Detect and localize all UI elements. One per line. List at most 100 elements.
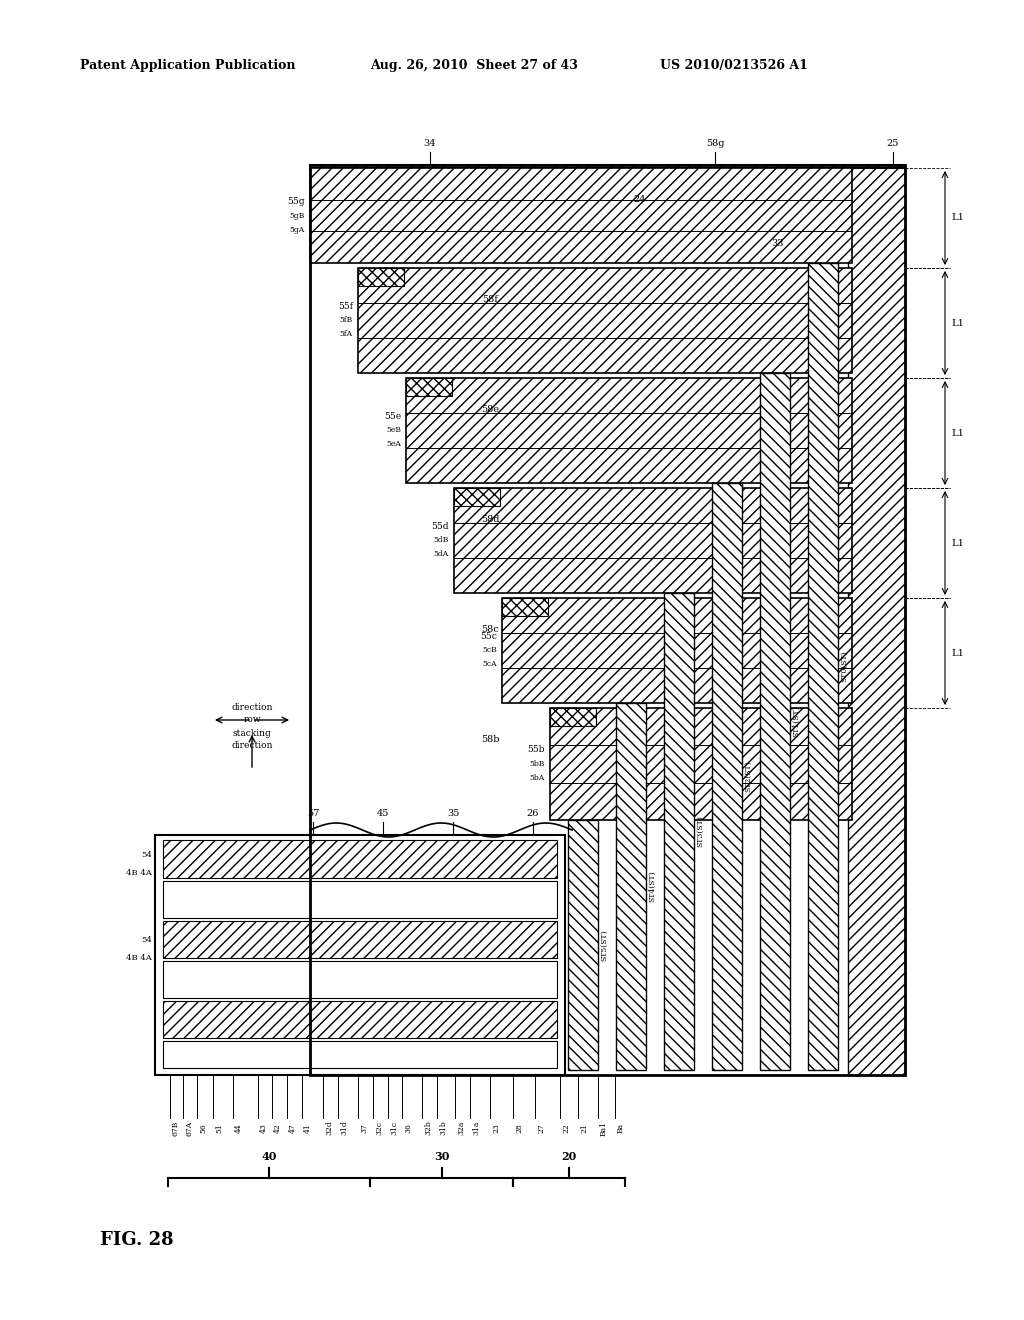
Text: 41: 41 (304, 1123, 312, 1133)
Text: 58b: 58b (480, 735, 500, 744)
Text: 21: 21 (580, 1123, 588, 1133)
Text: 58f: 58f (482, 296, 498, 305)
Bar (310, 165, 905, 168)
Bar (454, 488, 852, 593)
Text: 5gB: 5gB (290, 211, 305, 219)
Text: 58c: 58c (481, 626, 499, 635)
Text: US 2010/0213526 A1: US 2010/0213526 A1 (660, 58, 808, 71)
Text: Aug. 26, 2010  Sheet 27 of 43: Aug. 26, 2010 Sheet 27 of 43 (370, 58, 578, 71)
Text: 23: 23 (492, 1123, 500, 1133)
Bar (502, 598, 548, 616)
Bar (808, 263, 838, 1071)
Text: 42: 42 (274, 1123, 282, 1133)
Bar (163, 921, 557, 958)
Bar (358, 268, 404, 286)
Text: Ba1: Ba1 (600, 1121, 608, 1135)
Text: 47: 47 (289, 1123, 297, 1133)
Text: 51: 51 (215, 1123, 223, 1133)
Bar (848, 165, 905, 1074)
Bar (406, 378, 452, 396)
Bar (155, 836, 565, 1074)
Bar (664, 593, 694, 1071)
Text: 31a: 31a (472, 1121, 480, 1135)
Text: 54: 54 (141, 936, 152, 944)
Text: direction: direction (231, 704, 272, 713)
Text: 27: 27 (537, 1123, 545, 1133)
Text: 30: 30 (434, 1151, 450, 1162)
Text: 4B 4A: 4B 4A (126, 954, 152, 962)
Text: 31c: 31c (390, 1121, 398, 1135)
Text: 25: 25 (887, 139, 899, 148)
Text: 55c: 55c (480, 632, 497, 642)
Text: Patent Application Publication: Patent Application Publication (80, 58, 296, 71)
Bar (550, 708, 852, 820)
Text: 55f: 55f (338, 302, 353, 312)
Bar (163, 1001, 557, 1038)
Text: 24: 24 (634, 195, 646, 205)
Text: 33: 33 (772, 239, 784, 248)
Text: ST2(ST): ST2(ST) (744, 760, 752, 792)
Text: 32d: 32d (325, 1121, 333, 1135)
Text: Ba: Ba (617, 1123, 625, 1133)
Bar (712, 483, 742, 1071)
Text: ST4(ST): ST4(ST) (648, 871, 656, 903)
Text: L1: L1 (951, 429, 964, 437)
Bar (163, 840, 557, 878)
Text: 26: 26 (526, 808, 540, 817)
Text: FIG. 28: FIG. 28 (100, 1232, 174, 1249)
Text: 32c: 32c (375, 1121, 383, 1135)
Bar (163, 1041, 557, 1068)
Bar (616, 704, 646, 1071)
Text: 20: 20 (561, 1151, 577, 1162)
Bar (454, 488, 500, 506)
Text: 58e: 58e (481, 405, 499, 414)
Text: 58g: 58g (706, 139, 724, 148)
Text: 5bB: 5bB (529, 760, 545, 768)
Text: 5eB: 5eB (386, 426, 401, 434)
Text: 5bA: 5bA (529, 774, 545, 781)
Text: L1: L1 (951, 214, 964, 223)
Text: 31d: 31d (340, 1121, 348, 1135)
Text: 5fB: 5fB (340, 317, 353, 325)
Text: 37: 37 (360, 1123, 368, 1133)
Text: 28: 28 (515, 1123, 523, 1133)
Text: 55g: 55g (288, 197, 305, 206)
Text: ST1(ST): ST1(ST) (792, 706, 800, 738)
Text: direction: direction (231, 742, 272, 751)
Bar (163, 880, 557, 917)
Text: stacking: stacking (232, 730, 271, 738)
Bar (502, 598, 852, 704)
Text: ST0(ST): ST0(ST) (840, 651, 848, 682)
Text: 5fA: 5fA (340, 330, 353, 338)
Text: 55b: 55b (527, 746, 545, 755)
Text: ST5(ST): ST5(ST) (600, 929, 608, 961)
Text: 5gA: 5gA (290, 226, 305, 234)
Text: 32b: 32b (424, 1121, 432, 1135)
Bar (310, 165, 905, 1074)
Text: ST3(ST): ST3(ST) (696, 816, 705, 847)
Text: 4B 4A: 4B 4A (126, 869, 152, 876)
Bar (568, 820, 598, 1071)
Text: 35: 35 (446, 808, 459, 817)
Bar (406, 378, 852, 483)
Text: 55d: 55d (431, 521, 449, 531)
Text: 57: 57 (307, 808, 319, 817)
Bar (358, 268, 852, 374)
Text: 36: 36 (404, 1123, 412, 1133)
Text: row: row (243, 715, 261, 725)
Text: 32a: 32a (457, 1121, 465, 1135)
Text: L1: L1 (951, 648, 964, 657)
Text: 5dB: 5dB (433, 536, 449, 544)
Text: 5cA: 5cA (482, 660, 497, 668)
Text: 44: 44 (234, 1123, 243, 1133)
Text: 55e: 55e (384, 412, 401, 421)
Text: 5dA: 5dA (434, 550, 449, 558)
Text: 34: 34 (424, 139, 436, 148)
Text: 58d: 58d (480, 516, 500, 524)
Bar (760, 374, 790, 1071)
Text: L1: L1 (951, 539, 964, 548)
Text: 56: 56 (199, 1123, 207, 1133)
Text: L1: L1 (951, 318, 964, 327)
Bar (163, 961, 557, 998)
Text: 40: 40 (261, 1151, 276, 1162)
